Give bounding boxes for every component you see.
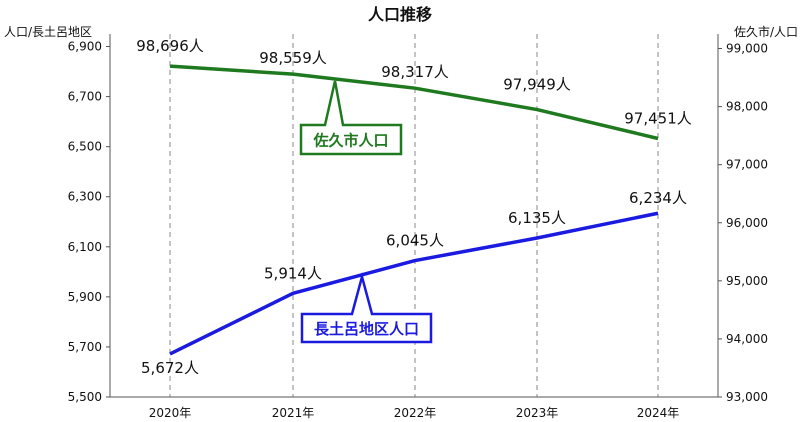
right-tick-label: 99,000 — [726, 42, 768, 56]
chart-title: 人口推移 — [368, 5, 432, 24]
grid-lines — [169, 34, 659, 397]
data-label: 6,135人 — [508, 209, 566, 227]
left-tick-label: 6,500 — [68, 140, 102, 154]
data-label: 6,234人 — [629, 189, 687, 207]
left-axis-ticks: 5,500 5,700 5,900 6,100 6,300 6,500 6,700 6,900 — [68, 40, 110, 404]
right-tick-label: 94,000 — [726, 332, 768, 346]
data-label: 5,672人 — [141, 359, 199, 377]
right-tick-label: 93,000 — [726, 390, 768, 404]
x-tick-label: 2021年 — [272, 406, 315, 420]
x-tick-label: 2023年 — [516, 406, 559, 420]
callout-label: 佐久市人口 — [312, 132, 388, 150]
x-axis-ticks: 2020年 2021年 2022年 2023年 2024年 — [149, 406, 680, 420]
data-label: 5,914人 — [264, 264, 322, 282]
left-tick-label: 6,900 — [68, 40, 102, 54]
left-tick-label: 6,100 — [68, 240, 102, 254]
data-label: 98,696人 — [136, 37, 204, 55]
callout-label: 長土呂地区人口 — [314, 320, 419, 338]
left-tick-label: 5,700 — [68, 340, 102, 354]
x-tick-label: 2020年 — [149, 406, 192, 420]
callout-box-長土呂地区人口 — [300, 271, 433, 344]
callout-box-佐久市人口 — [299, 80, 403, 156]
left-tick-label: 5,900 — [68, 290, 102, 304]
series-layer — [169, 64, 659, 356]
left-tick-label: 5,500 — [68, 390, 102, 404]
x-tick-label: 2022年 — [394, 406, 437, 420]
data-label: 98,317人 — [381, 63, 449, 81]
right-axis-ticks: 93,000 94,000 95,000 96,000 97,000 98,000 99,0… — [718, 42, 768, 404]
left-axis-title: 人口/長土呂地区 — [4, 25, 92, 39]
data-labels: 98,696人 98,559人 98,317人 97,949人 97,451人 5,672… — [136, 37, 692, 377]
series-line-長土呂地区人口 — [169, 211, 659, 356]
x-tick-label: 2024年 — [637, 406, 680, 420]
right-tick-label: 96,000 — [726, 216, 768, 230]
data-label: 97,451人 — [624, 109, 692, 127]
right-tick-label: 95,000 — [726, 274, 768, 288]
left-tick-label: 6,700 — [68, 90, 102, 104]
data-label: 97,949人 — [503, 76, 571, 94]
data-label: 98,559人 — [259, 49, 327, 67]
right-tick-label: 97,000 — [726, 158, 768, 172]
series-line-佐久市人口 — [169, 64, 659, 141]
right-axis-title: 佐久市/人口 — [734, 24, 798, 39]
right-tick-label: 98,000 — [726, 100, 768, 114]
axes — [109, 34, 719, 398]
data-label: 6,045人 — [386, 232, 444, 250]
left-tick-label: 6,300 — [68, 190, 102, 204]
